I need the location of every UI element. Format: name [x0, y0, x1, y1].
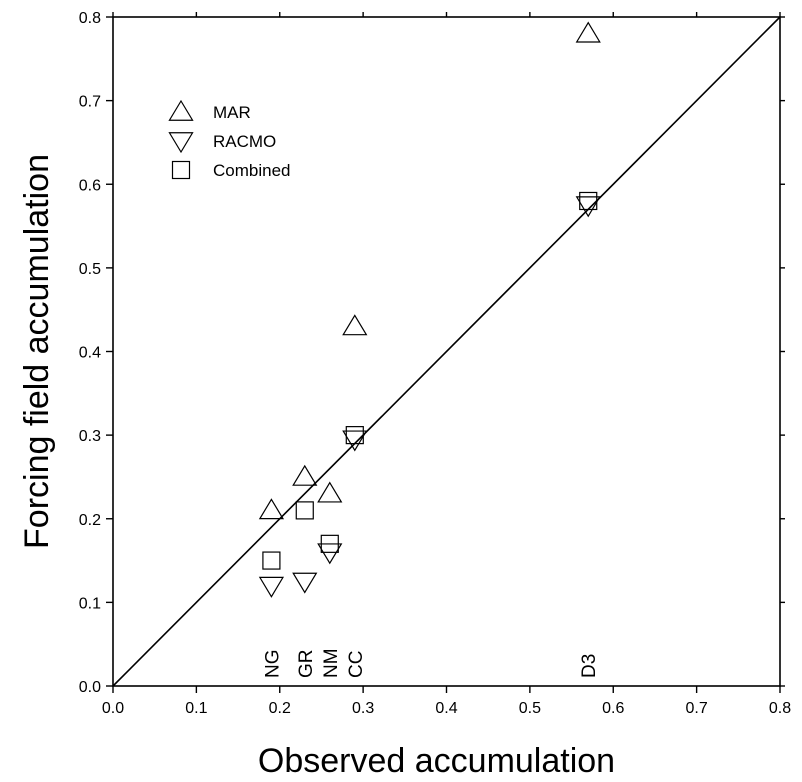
mar-point: [575, 21, 601, 43]
x-tick-label: 0.0: [102, 700, 124, 717]
legend-combined-icon: [171, 160, 191, 180]
x-tick-label: 0.3: [352, 700, 374, 717]
racmo-point: [258, 576, 285, 598]
mar-point: [317, 481, 343, 503]
combined-point: [345, 426, 364, 445]
racmo-point: [342, 430, 368, 452]
site-label: D3: [579, 654, 600, 678]
one-to-one-line: [112, 16, 781, 687]
site-label: CC: [346, 651, 367, 678]
x-tick-label: 0.8: [769, 700, 791, 717]
combined-point: [579, 191, 598, 211]
x-tick-label: 0.4: [435, 700, 457, 717]
site-label: GR: [296, 650, 317, 679]
y-tick-label: 0.3: [79, 428, 101, 445]
x-tick-label: 0.5: [519, 700, 541, 717]
y-tick-label: 0.8: [79, 10, 101, 27]
racmo-point: [575, 196, 601, 218]
x-axis-title: Observed accumulation: [258, 742, 615, 780]
legend-racmo-label: RACMO: [213, 132, 276, 151]
racmo-point: [317, 543, 343, 565]
y-axis-title: Forcing field accumulation: [18, 154, 56, 549]
x-tick-label: 0.6: [602, 700, 624, 717]
site-label: NG: [262, 650, 283, 679]
y-tick-label: 0.4: [79, 345, 101, 362]
mar-point: [258, 498, 285, 520]
mar-point: [342, 314, 368, 336]
legend-mar-label: MAR: [213, 103, 251, 122]
x-tick-label: 0.7: [686, 700, 708, 717]
y-tick-label: 0.0: [79, 679, 101, 696]
mar-point: [292, 464, 318, 486]
x-tick-label: 0.1: [185, 700, 207, 717]
y-tick-label: 0.2: [79, 512, 101, 529]
y-tick-label: 0.1: [79, 595, 101, 612]
legend-racmo-icon: [168, 132, 194, 154]
combined-point: [320, 534, 339, 553]
combined-point: [295, 501, 314, 520]
racmo-point: [292, 572, 318, 594]
y-tick-label: 0.6: [79, 177, 101, 194]
y-tick-label: 0.5: [79, 261, 101, 278]
site-label: NM: [321, 648, 342, 678]
x-tick-label: 0.2: [269, 700, 291, 717]
legend-mar-icon: [168, 99, 194, 121]
legend-combined-label: Combined: [213, 161, 291, 180]
combined-point: [262, 551, 281, 570]
y-tick-label: 0.7: [79, 94, 101, 111]
